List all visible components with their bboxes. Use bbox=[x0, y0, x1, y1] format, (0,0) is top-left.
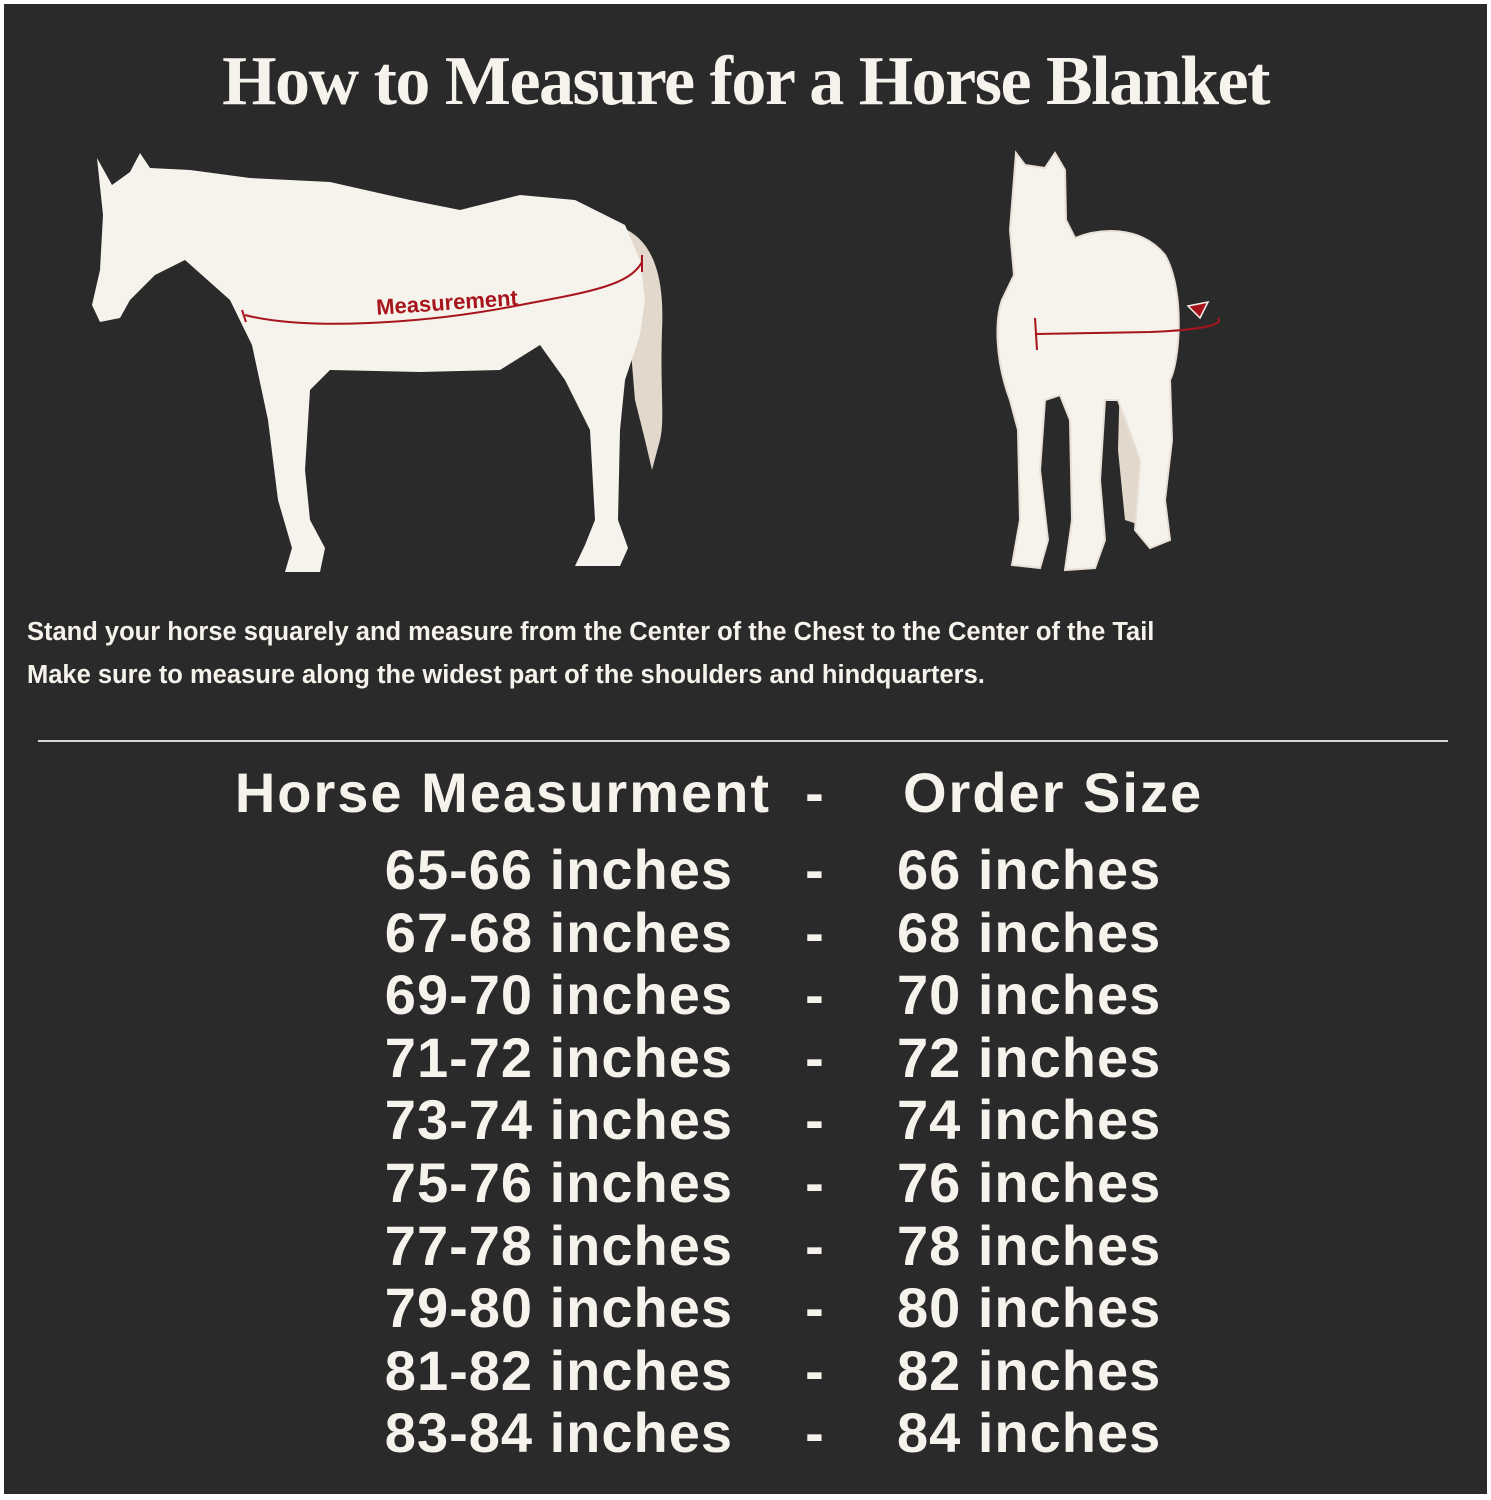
side-measure-line bbox=[244, 261, 643, 325]
instruction-line-1: Stand your horse squarely and measure fr… bbox=[27, 618, 1155, 646]
row-separator: - bbox=[805, 1088, 825, 1152]
row-separator: - bbox=[805, 900, 825, 964]
front-measure-start-tick bbox=[1034, 317, 1038, 351]
row-separator: - bbox=[805, 1213, 825, 1277]
row-measurement: 71-72 inches bbox=[384, 1025, 733, 1089]
front-measure-line bbox=[1035, 317, 1221, 335]
row-measurement: 75-76 inches bbox=[384, 1151, 733, 1214]
row-order-size: 82 inches bbox=[897, 1338, 1162, 1402]
page-title: How to Measure for a Horse Blanket bbox=[222, 43, 1270, 120]
horse-illustrations: Measurement bbox=[92, 150, 1221, 572]
row-order-size: 68 inches bbox=[897, 900, 1162, 964]
side-horse-illustration: Measurement bbox=[92, 153, 663, 572]
row-measurement: 81-82 inches bbox=[384, 1338, 733, 1402]
row-measurement: 73-74 inches bbox=[384, 1088, 733, 1152]
row-separator: - bbox=[805, 1401, 825, 1465]
row-measurement: 79-80 inches bbox=[384, 1276, 733, 1340]
front-measure-arrowhead-icon bbox=[1186, 300, 1210, 320]
side-measure-start-tick bbox=[241, 309, 247, 323]
row-separator: - bbox=[805, 963, 825, 1027]
row-separator: - bbox=[805, 1025, 825, 1089]
front-horse-illustration bbox=[996, 150, 1221, 572]
side-horse-body bbox=[92, 153, 645, 572]
row-separator: - bbox=[805, 838, 825, 901]
row-measurement: 77-78 inches bbox=[384, 1213, 733, 1277]
row-measurement: 65-66 inches bbox=[384, 838, 733, 901]
front-horse-body bbox=[996, 150, 1180, 572]
row-measurement: 69-70 inches bbox=[384, 963, 733, 1027]
row-measurement: 83-84 inches bbox=[384, 1401, 733, 1465]
row-separator: - bbox=[805, 1276, 825, 1340]
row-order-size: 74 inches bbox=[897, 1088, 1162, 1152]
row-order-size: 70 inches bbox=[897, 963, 1162, 1027]
row-separator: - bbox=[805, 1338, 825, 1402]
row-order-size: 66 inches bbox=[897, 838, 1162, 901]
header-horse-measurement: Horse Measurment bbox=[234, 761, 771, 824]
row-order-size: 72 inches bbox=[897, 1025, 1162, 1089]
row-measurement: 67-68 inches bbox=[384, 900, 733, 964]
row-order-size: 84 inches bbox=[897, 1401, 1162, 1465]
row-order-size: 76 inches bbox=[897, 1151, 1162, 1214]
header-separator: - bbox=[805, 761, 825, 824]
row-order-size: 80 inches bbox=[897, 1276, 1162, 1340]
section-divider bbox=[38, 740, 1448, 742]
instruction-line-2: Make sure to measure along the widest pa… bbox=[27, 661, 985, 689]
header-order-size: Order Size bbox=[903, 761, 1204, 824]
row-separator: - bbox=[805, 1151, 825, 1214]
row-order-size: 78 inches bbox=[897, 1213, 1162, 1277]
